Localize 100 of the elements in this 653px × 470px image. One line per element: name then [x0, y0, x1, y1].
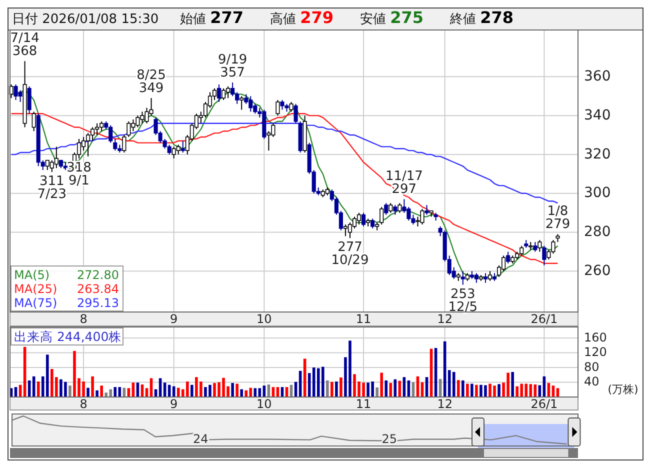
candlestick	[538, 240, 542, 252]
bar	[244, 390, 248, 397]
bar	[36, 382, 40, 397]
bar	[236, 384, 238, 397]
candlestick	[81, 136, 86, 152]
chart-title: 日付 2026/01/08 15:30	[12, 12, 159, 27]
bar	[321, 366, 324, 397]
annotation: 8/25 349	[136, 68, 166, 96]
x-tick-label: 10	[256, 397, 272, 411]
bar	[466, 384, 469, 397]
candlestick	[370, 218, 375, 229]
text: MA(5) 272.80	[14, 268, 119, 282]
bar	[96, 390, 98, 397]
bar	[114, 387, 117, 397]
candlestick	[506, 251, 510, 264]
candlestick	[424, 204, 429, 216]
bar	[91, 376, 94, 397]
y-tick-label: 300	[584, 185, 611, 202]
chart-title: 出来高 244,400株	[14, 329, 122, 344]
bar	[335, 382, 338, 397]
bar	[452, 372, 456, 397]
candlestick	[460, 270, 465, 286]
x-tick-label: 11	[356, 312, 372, 326]
candlestick	[289, 101, 294, 112]
bar	[186, 382, 189, 397]
x-tick-label: 12	[437, 397, 452, 411]
bar	[231, 383, 234, 397]
x-tick-label: 8	[80, 312, 88, 326]
x-tick-label: 26/1	[530, 397, 558, 411]
candlestick	[542, 245, 546, 266]
bar	[68, 386, 72, 397]
candlestick	[222, 88, 226, 101]
x-tick-label: 9	[170, 312, 178, 326]
bar	[46, 354, 49, 397]
text: 始値 277	[180, 8, 244, 27]
candlestick	[398, 202, 402, 214]
candlestick	[393, 204, 398, 216]
y-tick-label: 120	[584, 345, 607, 360]
candlestick	[27, 86, 32, 114]
bar	[380, 372, 383, 397]
candlestick	[352, 216, 357, 229]
x-tick-label: 11	[356, 397, 372, 411]
candlestick	[483, 272, 488, 284]
bar	[254, 388, 257, 397]
bar	[498, 384, 500, 397]
text: MA(75) 295.13	[14, 296, 119, 310]
bar	[340, 377, 342, 397]
candlestick	[122, 134, 126, 154]
bar	[100, 386, 103, 397]
annotation: 311 7/23	[37, 174, 67, 202]
candlestick	[362, 212, 366, 227]
candlestick	[176, 144, 180, 155]
x-tick-label: 8	[80, 397, 88, 411]
candlestick	[32, 111, 36, 132]
x-tick-label: 12	[437, 312, 452, 326]
candlestick	[533, 241, 538, 252]
candlestick	[216, 84, 222, 102]
text: 終値 278	[449, 8, 514, 27]
candlestick	[167, 144, 172, 155]
y-tick-label: 160	[584, 330, 607, 344]
candlestick	[113, 138, 118, 152]
bar	[389, 383, 392, 397]
candlestick	[240, 96, 244, 110]
annotation: 9/19 357	[218, 52, 248, 81]
annotation: 7/14 368	[10, 31, 40, 60]
bar	[326, 380, 329, 397]
x-tick-label: 10	[256, 312, 272, 326]
candlestick	[356, 212, 362, 225]
annotation: 318 9/1	[66, 160, 92, 188]
bar	[475, 384, 478, 397]
x-tick-label: 9	[170, 397, 178, 411]
bar	[240, 389, 243, 397]
annotation: 277 10/29	[331, 240, 369, 268]
bar	[330, 382, 334, 397]
bar	[384, 380, 388, 397]
bar	[376, 387, 378, 397]
y-axis-title: (万株)	[608, 383, 638, 396]
text: MA(25) 263.84	[14, 282, 119, 296]
bar	[470, 384, 474, 397]
bar	[456, 380, 460, 397]
annotation: 253 12/5	[448, 286, 478, 315]
candlestick	[474, 272, 478, 284]
candlestick	[180, 140, 185, 154]
candlestick	[244, 94, 248, 104]
y-tick-label: 340	[584, 107, 611, 124]
y-tick-label: 360	[584, 68, 611, 85]
text: 高値 279	[270, 8, 334, 27]
y-tick-label: 320	[584, 146, 611, 162]
y-tick-label: 80	[584, 360, 600, 374]
candlestick	[276, 100, 280, 116]
x-tick-label: 26/1	[530, 312, 558, 326]
candlestick	[126, 120, 131, 138]
candlestick	[488, 270, 492, 282]
bar	[511, 372, 514, 397]
candlestick	[348, 222, 352, 239]
y-tick-label: 260	[584, 262, 611, 279]
y-tick-label: 40	[584, 374, 600, 389]
y-tick-label: 280	[584, 224, 611, 240]
bar	[190, 384, 194, 397]
candlestick	[230, 82, 235, 97]
